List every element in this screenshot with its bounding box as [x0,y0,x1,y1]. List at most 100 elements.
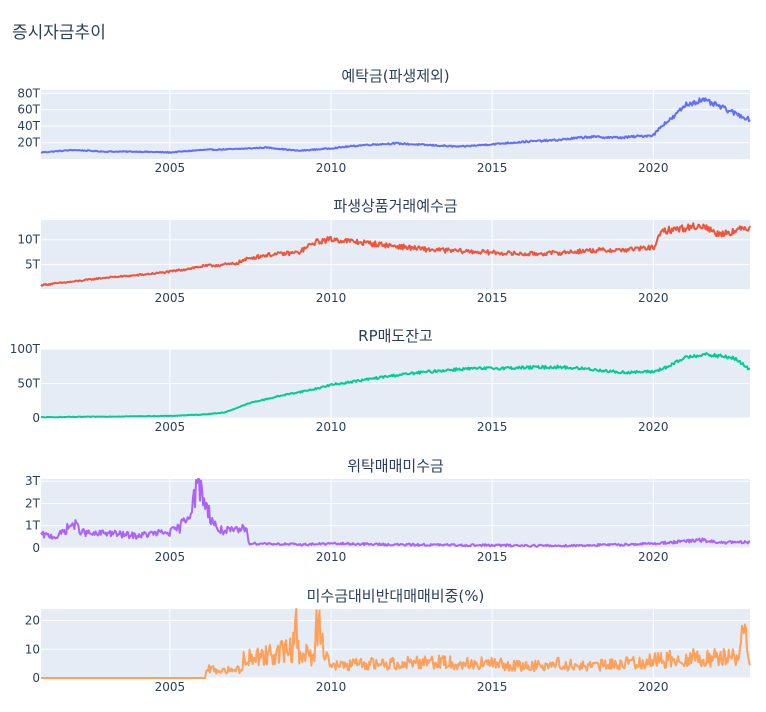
subplot-title: 위탁매매미수금 [347,457,444,475]
plot-area [41,220,750,289]
data-point [588,250,590,252]
data-point [717,355,719,357]
data-point [169,531,171,533]
data-point [620,249,622,251]
data-point [685,540,687,542]
data-point [217,670,219,672]
data-point [556,663,558,665]
data-point [733,230,735,232]
data-point [248,543,250,545]
data-point [72,149,74,151]
data-point [459,368,461,370]
data-point [620,371,622,373]
data-point [233,148,235,150]
data-point [749,369,751,371]
x-tick-label: 2020 [638,680,669,694]
data-point [395,245,397,247]
data-point [169,151,171,153]
data-point [233,530,235,532]
x-tick-label: 2010 [316,161,347,175]
data-point [266,543,268,545]
y-tick-label: 10T [17,233,40,247]
x-tick-label: 2005 [155,291,186,305]
data-point [40,151,42,153]
data-point [72,523,74,525]
data-point [204,502,206,504]
subplot-5: 미수금대비반대매매비중(%) 2005 2010 2015 2020 0 10 20 [25,587,751,694]
data-point [362,242,364,244]
data-point [523,666,525,668]
data-point [459,250,461,252]
y-tick-label: 5T [25,257,41,271]
data-point [291,648,293,650]
y-tick-label: 60T [17,103,40,117]
y-tick-label: 1T [25,519,41,533]
data-point [40,416,42,418]
subplot-title: 파생상품거래예수금 [333,197,457,215]
data-point [362,379,364,381]
y-tick-label: 20 [25,614,40,628]
y-tick-label: 0 [32,411,40,425]
x-tick-label: 2015 [477,550,508,564]
data-point [266,254,268,256]
y-tick-label: 80T [17,86,40,100]
x-tick-label: 2005 [155,420,186,434]
data-point [395,663,397,665]
data-point [652,134,654,136]
y-tick-label: 0 [32,671,40,685]
data-point [249,257,251,259]
x-tick-label: 2005 [155,550,186,564]
data-point [523,141,525,143]
data-point [491,143,493,145]
data-point [362,144,364,146]
y-tick-label: 40T [17,119,40,133]
data-point [701,354,703,356]
data-point [459,146,461,148]
data-point [652,543,654,545]
data-point [298,150,300,152]
data-point [717,233,719,235]
data-point [330,147,332,149]
data-point [556,366,558,368]
data-point [153,533,155,535]
data-point [137,535,139,537]
data-point [266,147,268,149]
series-line [40,478,751,548]
data-point [314,241,316,243]
x-tick-label: 2015 [477,291,508,305]
data-point [491,252,493,254]
data-point [211,518,213,520]
subplot-1: 예탁금(파생제외) 2005 2010 2015 2020 20T 40T 60T 80T [17,67,751,175]
data-point [217,529,219,531]
y-tick-label: 3T [25,474,41,488]
data-point [743,622,745,624]
y-tick-label: 50T [17,377,40,391]
y-tick-label: 10 [25,642,40,656]
data-point [295,614,297,616]
data-point [298,544,300,546]
subplot-title: 미수금대비반대매매비중(%) [307,587,485,605]
data-point [733,112,735,114]
data-point [314,388,316,390]
data-point [749,541,751,543]
data-point [72,281,74,283]
subplots: 예탁금(파생제외)2005 2010 2015 202020T40T60T80T파생상… [10,67,751,694]
data-point [556,545,558,547]
subplot-2: 파생상품거래예수금 2005 2010 2015 2020 5T 10T [17,197,751,305]
data-point [121,534,123,536]
data-point [104,416,106,418]
data-point [95,534,97,536]
data-point [201,414,203,416]
x-tick-label: 2020 [638,420,669,434]
data-point [672,117,674,119]
data-point [427,371,429,373]
data-point [395,142,397,144]
data-point [362,663,364,665]
subplot-3: RP매도잔고 2005 2010 2015 2020 0 50T 100T [10,327,751,434]
data-point [556,252,558,254]
data-point [685,356,687,358]
x-tick-label: 2020 [638,291,669,305]
data-point [206,667,208,669]
data-point [685,657,687,659]
data-point [395,374,397,376]
